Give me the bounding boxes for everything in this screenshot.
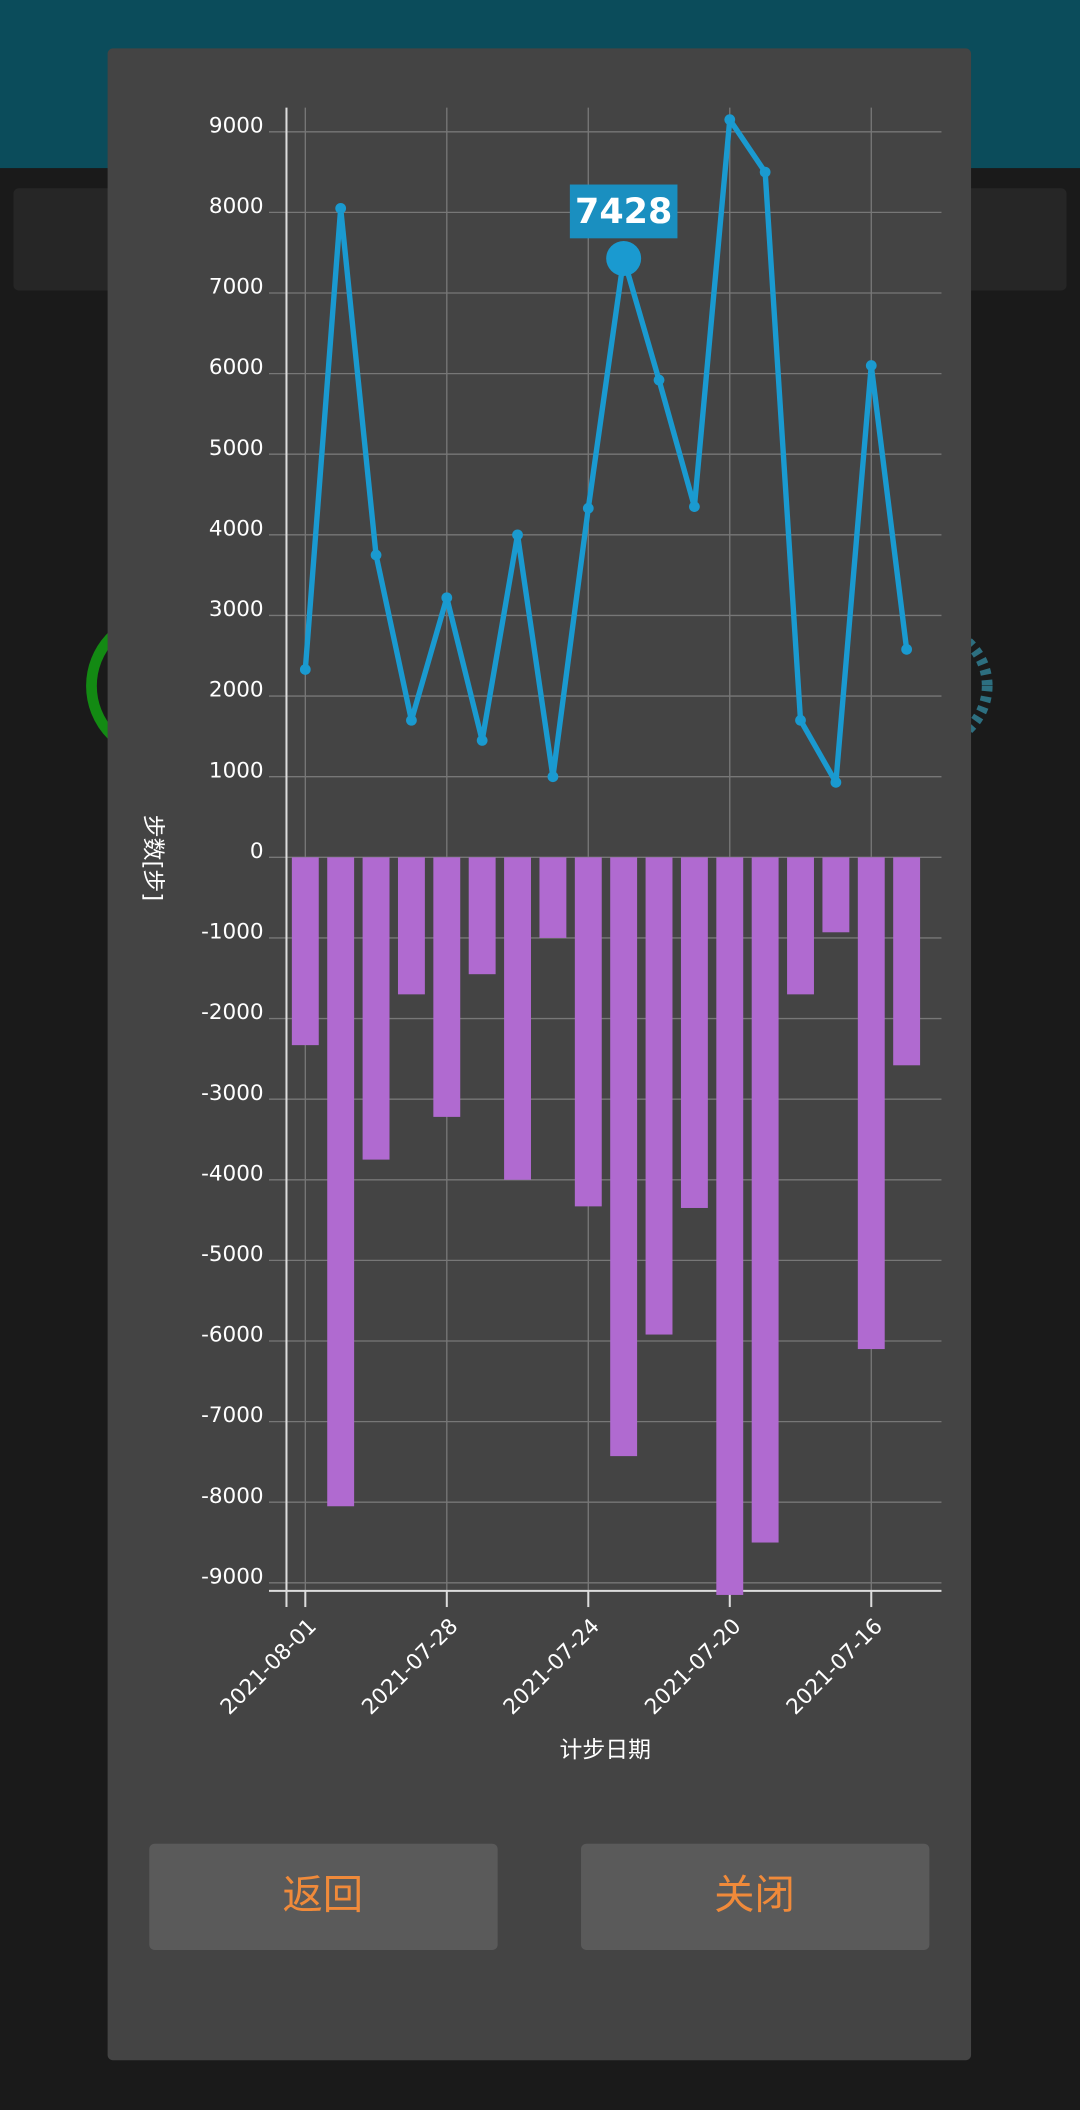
selected-point [606, 241, 642, 276]
point [370, 549, 382, 561]
point [582, 502, 594, 514]
point [406, 714, 417, 726]
point [335, 202, 347, 214]
point [759, 166, 771, 178]
y-tick-label: -6000 [201, 1323, 263, 1348]
bar [397, 857, 425, 995]
y-tick-label: -9000 [201, 1564, 263, 1589]
y-tick-label: -1000 [201, 920, 263, 945]
y-tick-label: 6000 [209, 355, 264, 380]
y-tick-label: -7000 [201, 1403, 263, 1428]
x-axis-label: 计步日期 [560, 1737, 651, 1763]
point [299, 664, 311, 675]
y-tick-label: 9000 [209, 113, 264, 138]
y-tick-label: -8000 [201, 1484, 263, 1509]
y-axis-label: 步数[步] [139, 815, 165, 901]
bar [751, 857, 779, 1543]
point [830, 776, 842, 788]
point [512, 529, 523, 541]
point [865, 360, 877, 371]
back-button-label[interactable]: 返回 [282, 1872, 363, 1919]
y-tick-label: 3000 [209, 597, 264, 622]
point [653, 374, 665, 386]
bar [327, 857, 355, 1507]
bar [893, 857, 921, 1066]
point [901, 643, 913, 655]
close-button[interactable] [581, 1843, 930, 1950]
y-tick-label: 5000 [209, 436, 264, 461]
y-tick-label: -4000 [201, 1161, 263, 1186]
y-tick-label: 4000 [209, 516, 264, 541]
y-tick-label: 2000 [209, 678, 264, 703]
bar [787, 857, 814, 995]
bar [716, 857, 744, 1595]
bar [504, 857, 531, 1180]
point [795, 714, 806, 726]
bar [574, 857, 602, 1207]
bar [645, 857, 673, 1335]
bar [680, 857, 708, 1208]
point [689, 501, 700, 513]
bar [610, 857, 638, 1457]
bar [433, 857, 461, 1117]
dialog [107, 48, 972, 2061]
y-tick-label: 7000 [209, 275, 264, 300]
y-tick-label: -2000 [201, 1000, 263, 1025]
selected-label: 7428 [575, 192, 672, 232]
y-tick-label: -3000 [201, 1081, 263, 1106]
point [441, 592, 453, 604]
bar [822, 857, 850, 933]
point [547, 771, 559, 783]
bar [857, 857, 885, 1350]
y-tick-label: -5000 [201, 1242, 263, 1267]
point [724, 114, 736, 126]
point [476, 735, 488, 746]
bar [362, 857, 390, 1160]
bar [468, 857, 496, 975]
bar [291, 857, 319, 1046]
y-tick-label: 8000 [209, 194, 264, 219]
y-tick-label: 1000 [209, 758, 264, 783]
close-button-label[interactable]: 关闭 [714, 1872, 795, 1919]
selected-label-box [569, 184, 678, 239]
line [302, 116, 910, 786]
bar [539, 857, 567, 938]
back-button[interactable] [149, 1843, 498, 1950]
y-tick-label: 0 [250, 839, 264, 864]
